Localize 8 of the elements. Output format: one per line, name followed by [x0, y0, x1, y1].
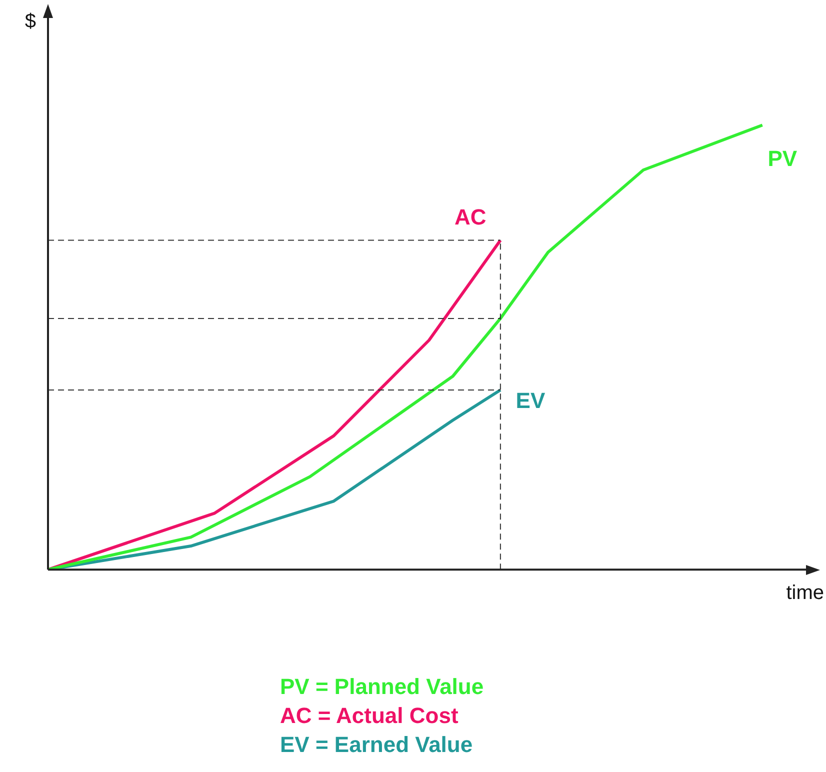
text: PV = Planned Value	[280, 673, 484, 701]
text: AC = Actual Cost	[280, 702, 460, 730]
series-label: EV	[516, 388, 546, 414]
y-axis-title: $	[24, 10, 36, 33]
text: EV = Earned Value	[280, 731, 474, 759]
series-label: AC	[454, 204, 486, 230]
x-axis-title: time	[786, 582, 824, 604]
series-label: PV	[768, 146, 798, 172]
